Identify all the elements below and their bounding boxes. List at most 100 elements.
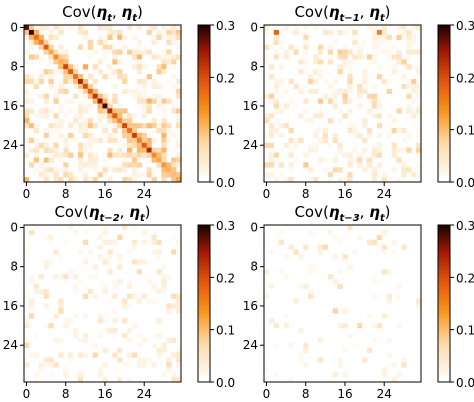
heatmap-cell bbox=[43, 108, 49, 114]
heatmap-cell bbox=[283, 313, 289, 319]
heatmap-cell bbox=[107, 347, 113, 353]
heatmap-cell bbox=[151, 83, 157, 90]
heatmap-cell bbox=[53, 93, 59, 99]
heatmap-cell bbox=[376, 29, 383, 36]
heatmap-cell bbox=[337, 357, 343, 363]
heatmap-cell bbox=[357, 323, 363, 329]
y-tick-label: 8 bbox=[10, 60, 18, 74]
heatmap-cell bbox=[63, 142, 69, 148]
heatmap-cell bbox=[416, 103, 422, 109]
heatmap-cell bbox=[53, 172, 59, 178]
heatmap-cell bbox=[87, 157, 93, 163]
heatmap-cell bbox=[63, 54, 69, 60]
heatmap-cell bbox=[156, 254, 162, 260]
heatmap-cell bbox=[264, 44, 270, 50]
heatmap-cell bbox=[92, 152, 98, 158]
y-tick-label: 24 bbox=[3, 138, 18, 152]
y-tick-label: 0 bbox=[10, 220, 18, 234]
heatmap-cell bbox=[406, 64, 412, 70]
heatmap-cell bbox=[136, 269, 143, 275]
heatmap-cell bbox=[322, 93, 329, 99]
heatmap-cell bbox=[386, 54, 392, 60]
heatmap-cell bbox=[371, 152, 378, 158]
heatmap-cell bbox=[73, 93, 79, 99]
heatmap-cell bbox=[131, 177, 138, 183]
heatmap-cell bbox=[308, 269, 314, 275]
heatmap-cell bbox=[283, 274, 289, 280]
heatmap-cell bbox=[107, 167, 113, 173]
heatmap-cell bbox=[166, 39, 172, 45]
heatmap-cell bbox=[122, 152, 128, 158]
heatmap-cell bbox=[33, 377, 40, 383]
heatmap-cell bbox=[92, 137, 98, 144]
heatmap-cell bbox=[58, 274, 64, 280]
heatmap-cell bbox=[24, 152, 30, 158]
heatmap-cell bbox=[112, 308, 118, 314]
heatmap-cell bbox=[112, 152, 118, 158]
heatmap-cell bbox=[332, 157, 338, 163]
heatmap-cell bbox=[347, 64, 353, 70]
colorbar-gradient bbox=[197, 24, 211, 183]
y-tick-label: 0 bbox=[250, 220, 258, 234]
heatmap-cell bbox=[278, 269, 284, 275]
heatmap-cell bbox=[161, 137, 167, 144]
heatmap-cell bbox=[367, 313, 373, 319]
heatmap-cell bbox=[58, 123, 64, 129]
heatmap-cell bbox=[136, 44, 143, 50]
heatmap-cell bbox=[161, 123, 167, 129]
heatmap-cell bbox=[303, 283, 309, 290]
heatmap-cell bbox=[342, 152, 348, 158]
heatmap-cell bbox=[332, 98, 338, 104]
heatmap-cell bbox=[92, 342, 98, 348]
heatmap-cell bbox=[28, 78, 35, 85]
heatmap-cell bbox=[24, 362, 30, 368]
heatmap-cell bbox=[63, 239, 69, 245]
heatmap-cell bbox=[117, 118, 123, 124]
heatmap-cell bbox=[131, 64, 138, 70]
heatmap-cell bbox=[43, 259, 49, 265]
heatmap-cell bbox=[342, 93, 348, 99]
heatmap-cell bbox=[166, 172, 172, 178]
heatmap-cell bbox=[371, 323, 378, 329]
heatmap-cell bbox=[391, 69, 397, 75]
heatmap-cell bbox=[136, 357, 143, 363]
heatmap-cell bbox=[82, 172, 89, 178]
colorbar-tick-label: 0.2 bbox=[216, 271, 235, 285]
heatmap-cell bbox=[401, 25, 407, 31]
heatmap-cell bbox=[102, 123, 108, 129]
heatmap-cell bbox=[92, 88, 98, 94]
heatmap-cell bbox=[381, 313, 387, 319]
heatmap-cell bbox=[107, 34, 113, 41]
heatmap-cell bbox=[63, 367, 69, 373]
heatmap-cell bbox=[53, 64, 59, 70]
heatmap-cell bbox=[58, 54, 64, 60]
heatmap-cell bbox=[283, 54, 289, 60]
heatmap-cell bbox=[337, 69, 343, 75]
heatmap-cell bbox=[342, 234, 348, 241]
heatmap-cell bbox=[396, 34, 402, 41]
heatmap-cell bbox=[161, 69, 167, 75]
heatmap-cell bbox=[112, 132, 118, 139]
heatmap-cell bbox=[136, 98, 143, 104]
heatmap-cell bbox=[376, 39, 383, 45]
heatmap-cell bbox=[371, 293, 378, 299]
heatmap-cell bbox=[298, 357, 304, 363]
heatmap-cell bbox=[176, 118, 182, 124]
heatmap-cell bbox=[136, 362, 143, 368]
heatmap-cell bbox=[58, 352, 64, 358]
heatmap-cell bbox=[416, 108, 422, 114]
heatmap-cell bbox=[117, 29, 123, 36]
heatmap-cell bbox=[28, 147, 35, 153]
heatmap-cell bbox=[347, 152, 353, 158]
heatmap-cell bbox=[376, 323, 383, 329]
heatmap-cell bbox=[166, 29, 172, 36]
heatmap-cell bbox=[337, 49, 343, 55]
y-tick-label: 16 bbox=[3, 299, 18, 313]
heatmap-cell bbox=[58, 152, 64, 158]
heatmap-cell bbox=[97, 103, 103, 109]
heatmap-cell bbox=[347, 162, 353, 168]
heatmap-cell bbox=[371, 44, 378, 50]
heatmap-cell bbox=[136, 59, 143, 65]
x-tick-label: 16 bbox=[337, 387, 352, 401]
heatmap-cell bbox=[58, 118, 64, 124]
